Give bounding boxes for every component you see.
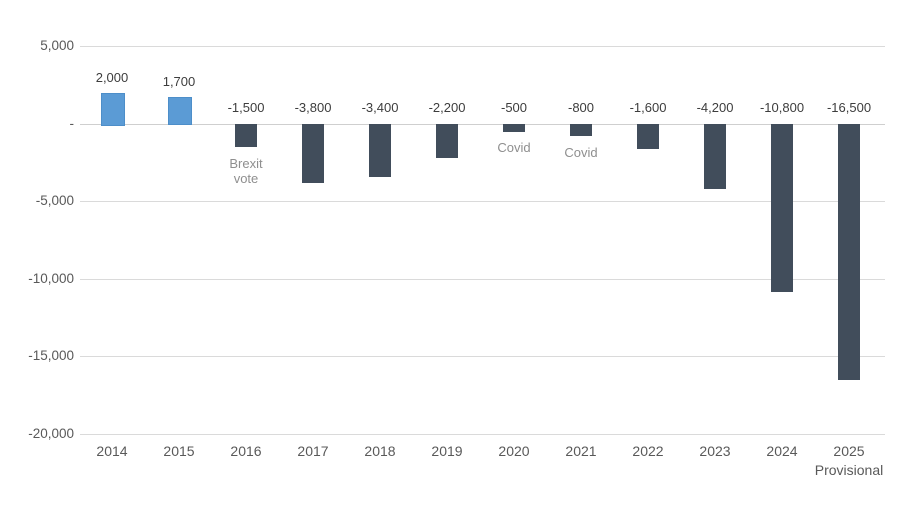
- y-axis-tick--10000: -10,000: [28, 271, 74, 286]
- annotation-2020: Covid: [497, 140, 531, 155]
- x-axis-tick-2015: 2015: [163, 443, 195, 459]
- value-label-2020: -500: [500, 100, 528, 115]
- gridline--5000: [80, 201, 885, 202]
- bar-2016: [235, 124, 257, 147]
- annotation-2021: Covid: [564, 145, 598, 160]
- y-axis-tick--20000: -20,000: [28, 426, 74, 441]
- x-axis-tick-2017: 2017: [297, 443, 329, 459]
- value-label-2018: -3,400: [361, 100, 399, 115]
- value-label-2016: -1,500: [227, 100, 265, 115]
- value-label-2024: -10,800: [759, 100, 805, 115]
- x-axis-tick-2024: 2024: [766, 443, 798, 459]
- x-axis-tick-2021: 2021: [565, 443, 597, 459]
- y-axis-tick--15000: -15,000: [28, 348, 74, 363]
- y-axis-tick-0: -: [69, 116, 75, 131]
- bar-2024: [771, 124, 793, 292]
- x-axis-tick-2025: 2025: [833, 443, 865, 459]
- value-label-2025: -16,500: [826, 100, 872, 115]
- bar-2023: [704, 124, 726, 189]
- bar-2014: [101, 93, 125, 126]
- gridline--20000: [80, 434, 885, 435]
- x-axis-tick-2018: 2018: [364, 443, 396, 459]
- value-label-2019: -2,200: [428, 100, 466, 115]
- bar-2022: [637, 124, 659, 149]
- x-axis-tick-2020: 2020: [498, 443, 530, 459]
- gridline--15000: [80, 356, 885, 357]
- y-axis-tick-5000: 5,000: [40, 38, 74, 53]
- gridline-0: [80, 124, 885, 125]
- bar-2020: [503, 124, 525, 132]
- bar-2018: [369, 124, 391, 177]
- gridline-5000: [80, 46, 885, 47]
- bar-2017: [302, 124, 324, 183]
- x-axis-tick-2023: 2023: [699, 443, 731, 459]
- x-axis-sublabel-2025: Provisional: [814, 462, 884, 478]
- value-label-2014: 2,000: [95, 70, 129, 85]
- value-label-2021: -800: [567, 100, 595, 115]
- y-axis-tick--5000: -5,000: [35, 193, 74, 208]
- value-label-2023: -4,200: [696, 100, 734, 115]
- x-axis-tick-2014: 2014: [96, 443, 128, 459]
- bar-2021: [570, 124, 592, 136]
- bar-2015: [168, 97, 192, 125]
- x-axis-tick-2016: 2016: [230, 443, 262, 459]
- annotation-2016: Brexit vote: [229, 156, 263, 186]
- value-label-2015: 1,700: [162, 74, 196, 89]
- bar-2025: [838, 124, 860, 380]
- x-axis-tick-2019: 2019: [431, 443, 463, 459]
- x-axis-tick-2022: 2022: [632, 443, 664, 459]
- gridline--10000: [80, 279, 885, 280]
- bar-2019: [436, 124, 458, 158]
- value-label-2017: -3,800: [294, 100, 332, 115]
- value-label-2022: -1,600: [629, 100, 667, 115]
